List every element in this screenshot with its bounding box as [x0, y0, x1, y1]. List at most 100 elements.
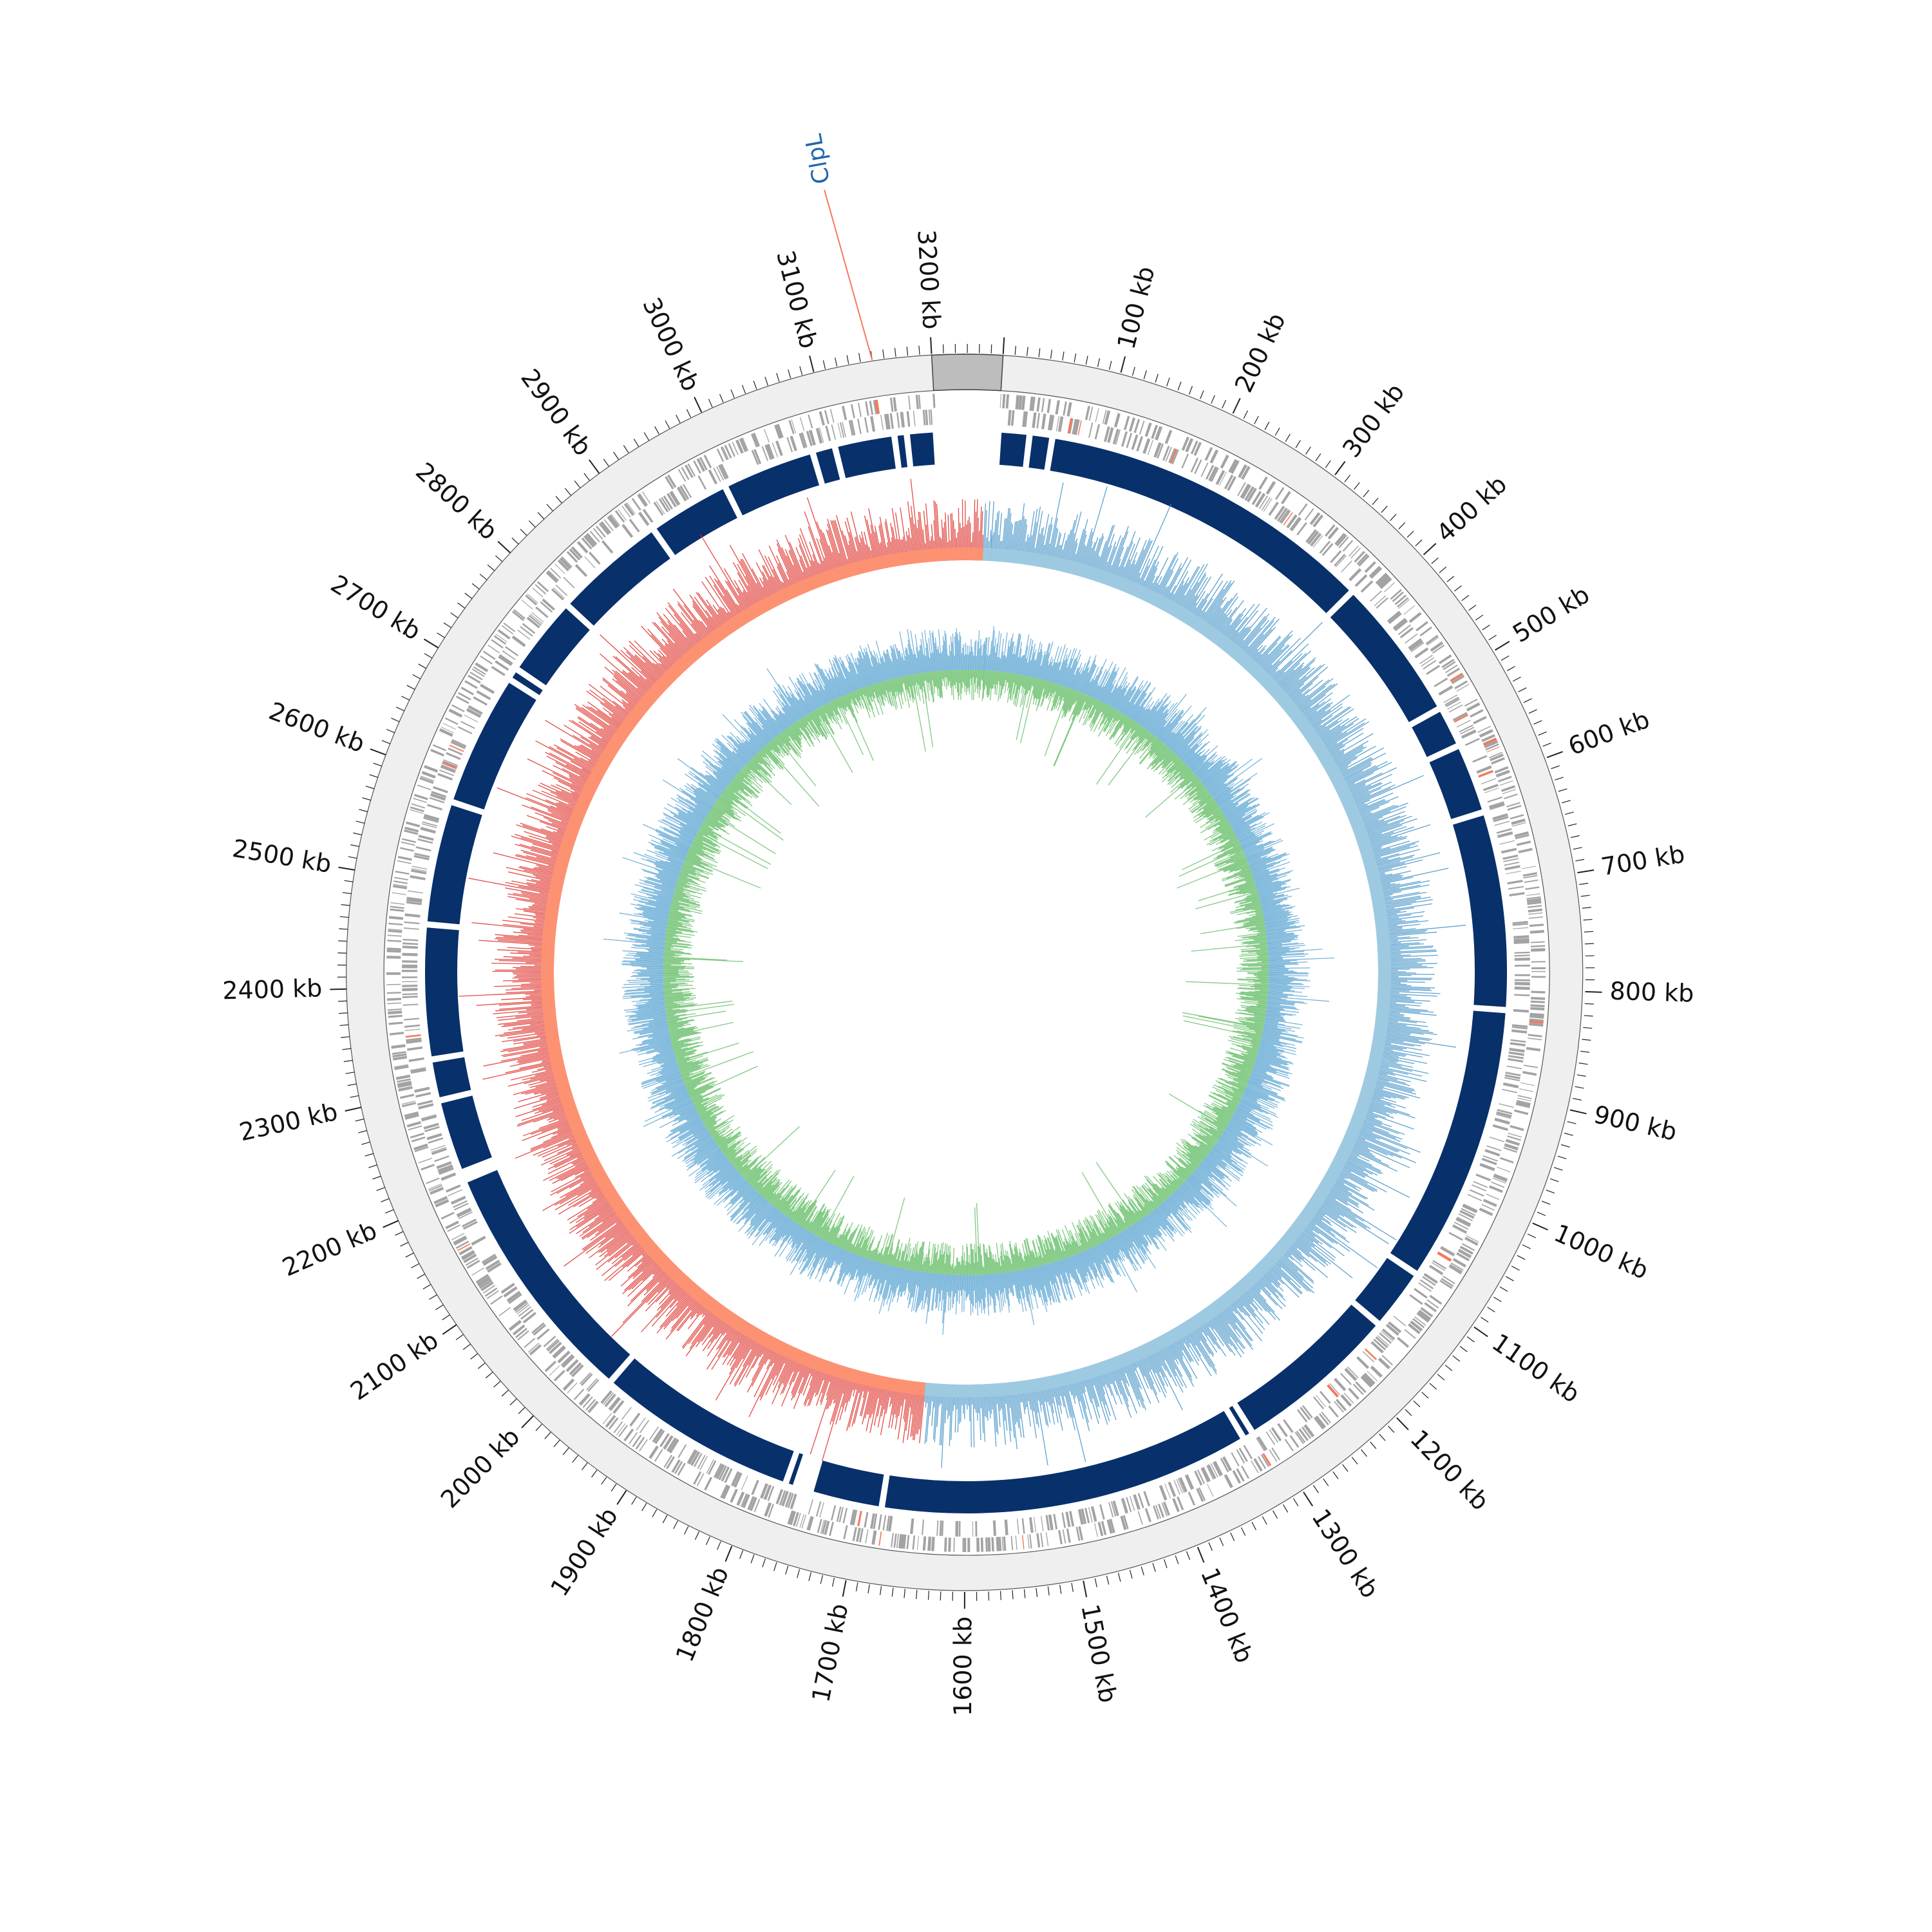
gc-content-bar	[1035, 679, 1041, 699]
gene-feature	[906, 1535, 910, 1549]
gene-feature	[831, 424, 836, 440]
gc-content-bar	[1209, 828, 1233, 842]
gc-content-bar	[1223, 861, 1248, 872]
gc-content-bar	[1195, 799, 1215, 814]
gene-feature	[608, 1417, 619, 1430]
gc-content-bar	[1267, 1003, 1280, 1005]
gene-feature	[1352, 1383, 1364, 1396]
gene-feature	[1448, 1231, 1463, 1241]
gc-content-bar	[1228, 1052, 1256, 1061]
gc-content-bar	[1268, 984, 1310, 987]
gc-content-bar	[1036, 679, 1042, 699]
gc-content-bar	[1063, 688, 1073, 712]
gc-content-bar	[1267, 942, 1298, 947]
gc-content-bar	[1165, 1172, 1180, 1188]
gene-feature	[1504, 1077, 1520, 1081]
gc-content-bar	[1147, 703, 1168, 731]
gene-feature	[448, 1189, 462, 1197]
gc-content-bar	[1014, 674, 1021, 706]
gc-content-bar	[1262, 905, 1291, 912]
gc-content-bar	[1260, 898, 1287, 905]
gene-feature	[1503, 858, 1519, 862]
gene-feature	[1378, 575, 1391, 588]
gene-feature	[418, 835, 434, 841]
gc-content-bar	[1241, 939, 1267, 943]
gc-content-bar	[1200, 1164, 1222, 1182]
synteny-block	[613, 1358, 794, 1482]
gc-content-bar	[1063, 687, 1070, 701]
gene-feature	[1236, 1468, 1245, 1482]
gc-content-bar	[1148, 701, 1171, 732]
gc-content-bar	[1255, 1032, 1263, 1035]
gene-feature	[766, 444, 775, 459]
gc-content-bar	[1166, 1170, 1182, 1186]
gc-content-bar	[1247, 1007, 1267, 1010]
gene-feature	[632, 1434, 642, 1448]
gc-content-bar	[1239, 888, 1257, 895]
gene-feature	[1344, 1368, 1358, 1381]
gc-content-bar	[1245, 1051, 1258, 1056]
gene-feature	[1451, 674, 1465, 685]
gene-feature	[1251, 491, 1262, 506]
gene-feature	[1207, 1483, 1214, 1497]
gc-content-bar	[1213, 1146, 1231, 1159]
gc-content-bar	[1267, 996, 1330, 1002]
gene-feature	[431, 791, 447, 798]
gc-content-bar	[1012, 633, 1020, 674]
gc-content-bar	[1062, 688, 1071, 710]
gene-feature	[1015, 1535, 1018, 1550]
gc-content-bar	[1015, 657, 1019, 674]
gene-feature	[532, 587, 544, 598]
gc-content-bar	[1251, 1072, 1290, 1086]
gene-feature	[1493, 816, 1509, 822]
gc-content-bar	[1173, 763, 1186, 775]
gene-feature	[1063, 401, 1067, 416]
gene-feature	[933, 393, 936, 408]
gene-feature	[1376, 597, 1388, 609]
gene-feature	[1481, 734, 1496, 743]
gene-feature	[666, 1456, 675, 1470]
gene-feature	[1470, 709, 1484, 718]
gene-feature	[490, 1295, 503, 1305]
gene-feature	[1438, 685, 1454, 696]
gene-feature	[1464, 1236, 1479, 1246]
gene-feature	[1056, 415, 1060, 431]
gene-feature	[417, 784, 431, 791]
gc-content-bar	[1144, 734, 1154, 746]
gene-feature	[1128, 417, 1136, 432]
gc-content-bar	[1228, 804, 1260, 823]
gc-content-bar	[1113, 687, 1125, 708]
gc-content-bar	[1245, 1008, 1267, 1012]
gc-content-bar	[1259, 887, 1300, 899]
gene-feature	[435, 1198, 450, 1208]
gene-feature	[388, 922, 403, 926]
gene-feature	[1449, 1264, 1463, 1273]
gc-content-bar	[1150, 741, 1162, 756]
gene-feature	[394, 1065, 409, 1070]
gc-content-bar	[1236, 1108, 1260, 1121]
gene-feature	[992, 1520, 996, 1536]
gc-content-bar	[1058, 658, 1068, 685]
gc-content-bar	[986, 670, 989, 688]
gc-content-bar	[1254, 1065, 1289, 1077]
gene-feature	[603, 1392, 614, 1405]
gene-feature	[1497, 1109, 1513, 1115]
gene-feature	[460, 687, 475, 696]
gc-content-bar	[1135, 726, 1144, 738]
gene-feature	[741, 437, 749, 451]
gene-feature	[843, 1525, 848, 1540]
gene-feature	[1390, 589, 1402, 600]
gc-content-bar	[994, 671, 997, 689]
gc-content-bar	[1055, 684, 1059, 692]
gene-feature	[1526, 898, 1542, 904]
gene-feature	[1381, 1331, 1394, 1341]
gene-feature	[1370, 1365, 1383, 1378]
gene-feature	[421, 771, 436, 779]
gene-feature	[527, 593, 538, 603]
gene-feature	[444, 717, 459, 725]
gene-feature	[1173, 1480, 1180, 1495]
gc-content-bar	[1231, 815, 1252, 828]
gc-content-bar	[1174, 731, 1195, 753]
gc-content-bar	[1173, 726, 1199, 753]
gc-content-bar	[1268, 957, 1335, 961]
